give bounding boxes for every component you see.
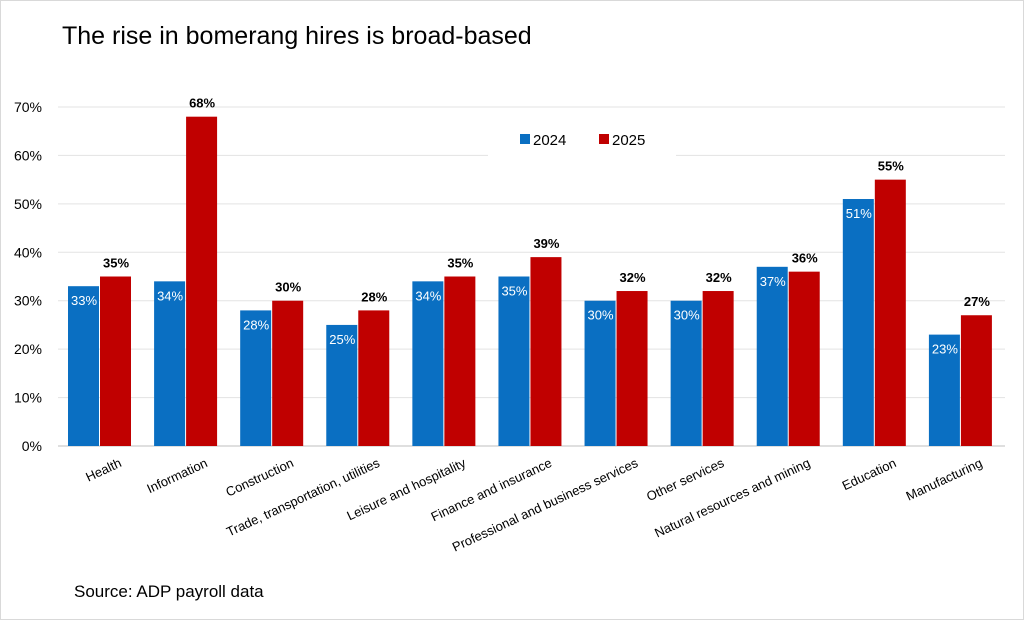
bar-2025: [358, 310, 390, 446]
data-label-2025: 28%: [361, 289, 387, 304]
bar-2024: [498, 276, 530, 446]
category-label: Manufacturing: [904, 455, 985, 503]
data-label-2024: 25%: [329, 332, 355, 347]
y-tick-label: 20%: [14, 341, 42, 357]
category-label: Natural resources and mining: [652, 455, 812, 540]
data-label-2025: 39%: [533, 236, 559, 251]
category-label: Construction: [223, 455, 295, 499]
bar-2025: [100, 276, 131, 446]
y-tick-label: 60%: [14, 147, 42, 163]
legend-box: [488, 121, 676, 157]
bar-2024: [240, 310, 272, 446]
y-tick-label: 10%: [14, 390, 42, 406]
legend-swatch-2024: [520, 134, 530, 144]
data-label-2024: 51%: [846, 206, 872, 221]
bar-2025: [960, 315, 992, 446]
bar-2025: [702, 291, 734, 446]
category-label: Health: [83, 455, 123, 484]
data-label-2024: 30%: [674, 308, 700, 323]
bar-2025: [186, 116, 218, 446]
data-label-2025: 35%: [103, 256, 129, 271]
chart-title: The rise in bomerang hires is broad-base…: [62, 22, 532, 50]
data-label-2025: 35%: [447, 256, 473, 271]
data-label-2025: 32%: [620, 270, 646, 285]
data-label-2024: 33%: [71, 293, 97, 308]
source-note: Source: ADP payroll data: [74, 582, 264, 601]
legend-label-2025: 2025: [612, 132, 645, 149]
y-tick-label: 50%: [14, 196, 42, 212]
bar-2024: [584, 300, 616, 446]
data-label-2024: 23%: [932, 342, 958, 357]
bar-2024: [670, 300, 702, 446]
data-label-2025: 27%: [964, 294, 990, 309]
bar-2025: [444, 276, 476, 446]
data-label-2024: 35%: [501, 284, 527, 299]
data-label-2024: 30%: [588, 308, 614, 323]
bar-2024: [68, 286, 99, 446]
bar-2024: [326, 324, 358, 446]
data-label-2025: 36%: [792, 251, 818, 266]
bar-2024: [842, 199, 874, 446]
bar-2025: [616, 291, 648, 446]
data-label-2025: 32%: [706, 270, 732, 285]
y-tick-label: 70%: [14, 99, 42, 115]
y-tick-label: 30%: [14, 293, 42, 309]
data-label-2024: 34%: [157, 288, 183, 303]
data-label-2024: 28%: [243, 317, 269, 332]
data-label-2025: 68%: [189, 96, 215, 111]
category-label: Education: [840, 455, 899, 493]
bar-2025: [788, 271, 820, 446]
legend-swatch-2025: [599, 134, 609, 144]
legend-label-2024: 2024: [533, 132, 566, 149]
bar-2025: [530, 257, 562, 446]
bar-2024: [756, 266, 788, 446]
data-label-2024: 34%: [415, 288, 441, 303]
y-tick-label: 40%: [14, 244, 42, 260]
data-label-2025: 55%: [878, 159, 904, 174]
category-label: Information: [144, 455, 209, 496]
bar-2024: [928, 334, 960, 446]
y-tick-label: 0%: [22, 438, 42, 454]
bar-2025: [874, 179, 906, 446]
bar-2024: [412, 281, 444, 446]
bar-2025: [272, 300, 304, 446]
category-label: Other services: [644, 455, 727, 504]
data-label-2024: 37%: [760, 274, 786, 289]
category-label: Trade, transportation, utilities: [224, 455, 382, 539]
bar-2024: [154, 281, 186, 446]
data-label-2025: 30%: [275, 280, 301, 295]
